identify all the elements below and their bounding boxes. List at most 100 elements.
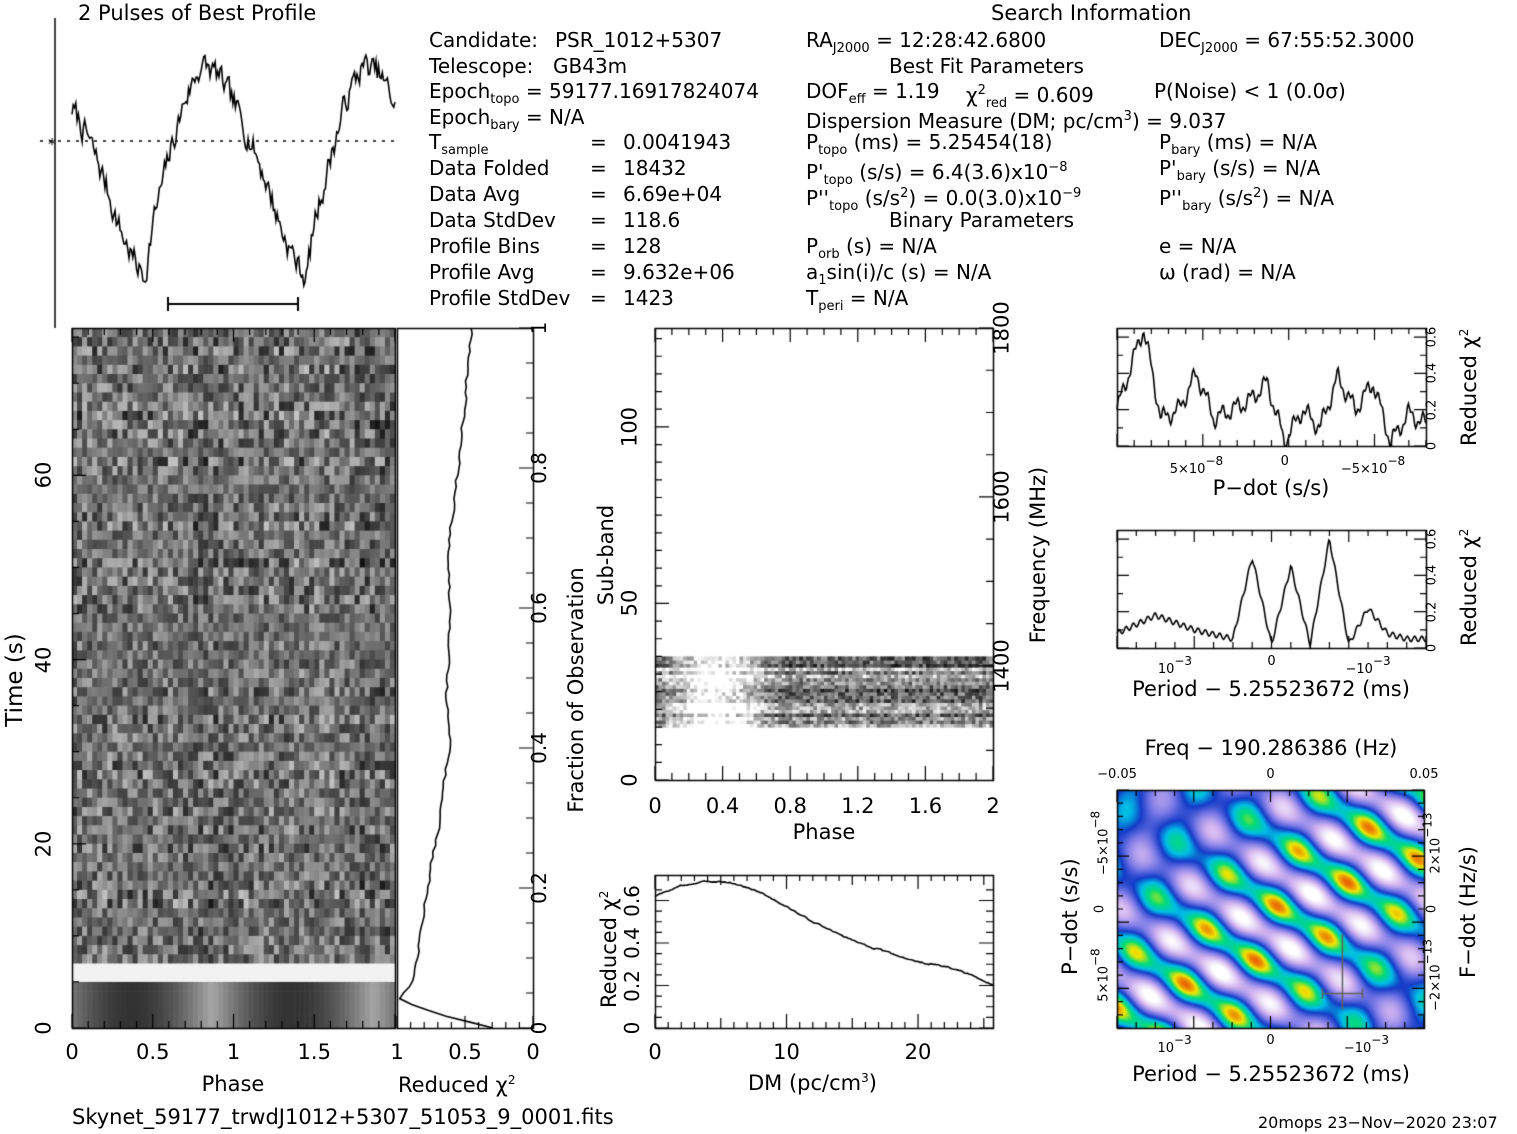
ppdot-top-tick: −0.05: [1097, 767, 1137, 782]
period-ytick: 0: [1424, 643, 1440, 653]
subband-ytick: 50: [617, 590, 642, 617]
dm-line: Dispersion Measure (DM; pc/cm3) = 9.037: [806, 109, 1227, 133]
epoch-bary-line: Epochbary = N/A: [429, 105, 585, 133]
data-avg-eq: =: [590, 182, 607, 206]
time-phase-ytick: 0: [31, 1021, 56, 1035]
pdot-xlabel: P−dot (s/s): [1212, 476, 1330, 500]
redchi-time-ytick: 0: [527, 1021, 551, 1035]
subband-freq-tick: 1400: [989, 639, 1014, 693]
telescope-label: Telescope:: [429, 54, 534, 78]
ppdot-fdot-tick: 2×10−13: [1420, 812, 1444, 874]
pnoise-line: P(Noise) < 1 (0.0σ): [1154, 79, 1346, 103]
ppdot-xtick: 0: [1266, 1033, 1275, 1048]
data-folded-value: 18432: [623, 156, 687, 180]
pdot-ytick: 0: [1424, 441, 1440, 451]
time-phase-xtick: 1: [226, 1040, 241, 1064]
profile-stddev-value: 1423: [623, 286, 674, 310]
time-phase-xtick: 1.5: [297, 1040, 331, 1064]
tperi-line: Tperi = N/A: [806, 286, 909, 314]
pdot-ytick: 0.6: [1424, 326, 1440, 348]
search-info-title: Search Information: [991, 1, 1192, 25]
dm-ylabel: Reduced χ2: [597, 890, 621, 1008]
ppdot-xtick: 10−3: [1157, 1033, 1192, 1056]
subband-xtick: 0.4: [705, 794, 740, 818]
dm-xtick: 0: [648, 1040, 662, 1064]
profile-avg-eq: =: [590, 260, 607, 284]
binary-title: Binary Parameters: [889, 208, 1075, 232]
dec-line: DECJ2000 = 67:55:52.3000: [1159, 28, 1415, 56]
redchi-time-ytick: 0.6: [527, 592, 551, 624]
ra-line: RAJ2000 = 12:28:42.6800: [806, 28, 1047, 56]
a1-line: a1sin(i)/c (s) = N/A: [806, 260, 992, 288]
time-phase-xtick: 0.5: [136, 1040, 170, 1064]
data-folded-eq: =: [590, 156, 607, 180]
dm-ytick: 0: [620, 1021, 644, 1035]
dm-ytick: 0.6: [620, 884, 644, 917]
ppdot-xlabel: Period − 5.25523672 (ms): [1132, 1062, 1410, 1086]
period-xlabel: Period − 5.25523672 (ms): [1132, 677, 1410, 701]
ppdot-fdot-label: F−dot (Hz/s): [1456, 846, 1480, 978]
ppdot-top-tick: 0.05: [1409, 767, 1439, 782]
ppdot-top-label: Freq − 190.286386 (Hz): [1144, 736, 1398, 760]
subband-freq-label: Frequency (MHz): [1026, 466, 1050, 644]
redchi-time-ylabel: Fraction of Observation: [564, 567, 588, 813]
ppdot-top-tick: 0: [1266, 767, 1275, 782]
data-stddev-eq: =: [590, 208, 607, 232]
omega-line: ω (rad) = N/A: [1159, 260, 1296, 284]
ptopo-line: Ptopo (ms) = 5.25454(18): [806, 130, 1053, 158]
period-xtick: 10−3: [1157, 654, 1193, 677]
ppdot-ylabel: P−dot (s/s): [1058, 858, 1082, 975]
subband-xtick: 1.6: [908, 794, 943, 818]
profile-stddev-eq: =: [590, 286, 607, 310]
chi-line: χ2red = 0.609: [966, 83, 1094, 111]
tsample-eq: =: [590, 130, 607, 154]
data-avg-value: 6.69e+04: [623, 182, 723, 206]
pdot-bary-line: P'bary (s/s) = N/A: [1159, 156, 1321, 184]
data-folded-label: Data Folded: [429, 156, 550, 180]
period-ytick: 0.6: [1424, 528, 1440, 550]
ppdot-ytick: −5×10−8: [1088, 810, 1112, 876]
ppdot-fdot-tick: 0: [1424, 904, 1440, 914]
footer-stamp: 20mops 23−Nov−2020 23:07: [1258, 1113, 1498, 1132]
data-stddev-label: Data StdDev: [429, 208, 556, 232]
profile-bins-eq: =: [590, 234, 607, 258]
ppdot-xtick: −10−3: [1343, 1033, 1390, 1056]
porb-line: Porb (s) = N/A: [806, 234, 937, 262]
data-avg-label: Data Avg: [429, 182, 521, 206]
profile-avg-label: Profile Avg: [429, 260, 535, 284]
pdot-ylabel: Reduced χ2: [1457, 328, 1481, 446]
pdot-topo-line: P'topo (s/s) = 6.4(3.6)x10−8: [806, 160, 1068, 188]
data-stddev-value: 118.6: [623, 208, 681, 232]
profile-avg-value: 9.632e+06: [623, 260, 735, 284]
pdot-xtick: 0: [1280, 454, 1289, 469]
dm-ytick: 0.4: [620, 927, 644, 959]
profile-title: 2 Pulses of Best Profile: [78, 1, 317, 25]
redchi-time-ytick: 1: [527, 321, 551, 335]
subband-xtick: 1.2: [841, 794, 875, 818]
profile-bins-label: Profile Bins: [429, 234, 540, 258]
pddot-topo-line: P''topo (s/s2) = 0.0(3.0)x10−9: [806, 186, 1082, 214]
pdot-xtick: −5×10−8: [1340, 454, 1406, 477]
dm-xtick: 20: [904, 1040, 932, 1064]
pddot-bary-line: P''bary (s/s2) = N/A: [1159, 186, 1335, 214]
subband-freq-tick: 1800: [989, 301, 1014, 355]
redchi-time-ytick: 0.4: [527, 732, 551, 764]
pdot-ytick: 0.2: [1424, 399, 1440, 421]
subband-ytick: 0: [617, 773, 642, 787]
redchi-time-xtick: 0.5: [448, 1040, 482, 1064]
subband-xlabel: Phase: [792, 820, 856, 844]
subband-xtick: 0.8: [773, 794, 807, 818]
tsample-value: 0.0041943: [623, 130, 732, 154]
redchi-time-xlabel: Reduced χ2: [398, 1073, 516, 1097]
redchi-time-ytick: 0.2: [527, 872, 551, 904]
dof-line: DOFeff = 1.19: [806, 79, 940, 107]
pdot-xtick: 5×10−8: [1169, 454, 1224, 477]
subband-xtick: 2: [986, 794, 1000, 818]
subband-ytick: 100: [617, 406, 642, 447]
redchi-time-xtick: 1: [390, 1040, 404, 1064]
time-phase-xlabel: Phase: [201, 1072, 265, 1096]
period-ylabel: Reduced χ2: [1457, 528, 1481, 646]
best-fit-title: Best Fit Parameters: [889, 54, 1084, 78]
subband-xtick: 0: [648, 794, 662, 818]
time-phase-ytick: 40: [31, 646, 56, 673]
